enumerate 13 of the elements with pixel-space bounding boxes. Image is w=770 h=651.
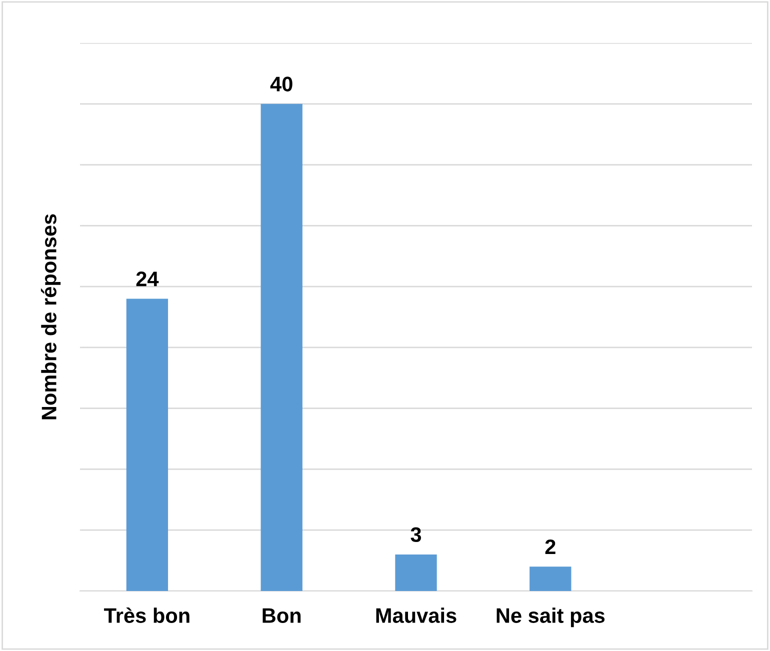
data-label: 40: [270, 76, 292, 92]
bar: [530, 566, 572, 591]
x-tick-label: Mauvais: [376, 608, 456, 623]
y-axis-title: Nombre de réponses: [40, 214, 61, 420]
data-label: 3: [410, 527, 422, 542]
x-tick-label: Très bon: [104, 607, 190, 623]
data-label: 2: [545, 539, 556, 554]
x-tick-label: Ne sait pas: [496, 608, 605, 628]
bar: [126, 298, 168, 591]
x-tick-label: Bon: [262, 608, 301, 623]
bar: [260, 104, 302, 591]
data-label: 24: [136, 272, 159, 286]
bar: [395, 554, 437, 591]
